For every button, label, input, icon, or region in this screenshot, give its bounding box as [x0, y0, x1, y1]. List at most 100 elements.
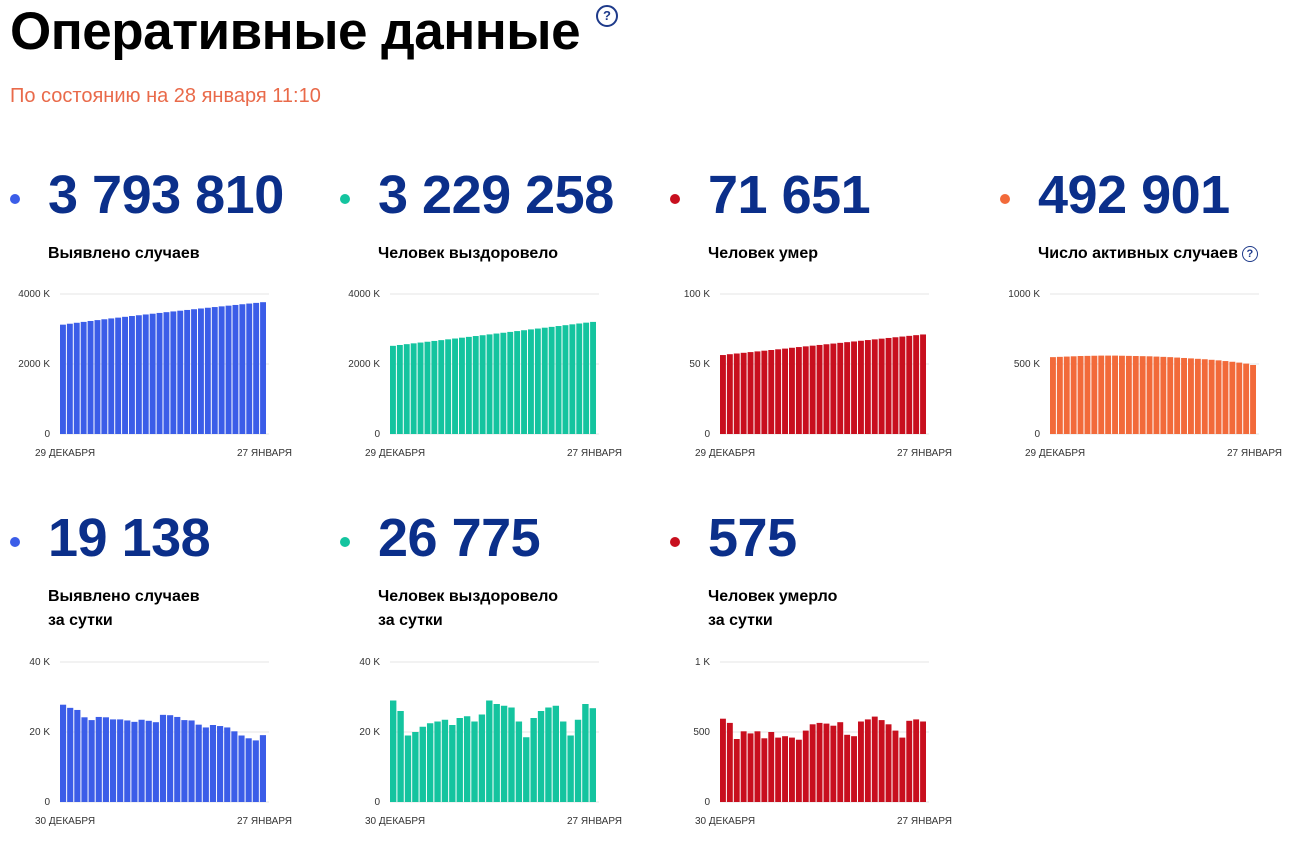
chart-bar[interactable]	[528, 329, 534, 434]
chart-bar[interactable]	[1112, 355, 1118, 434]
chart-bar[interactable]	[555, 326, 562, 434]
chart-bar[interactable]	[545, 707, 552, 803]
chart-bar[interactable]	[761, 738, 768, 802]
chart-bar[interactable]	[452, 338, 458, 434]
chart-bar[interactable]	[782, 736, 788, 802]
help-icon[interactable]: ?	[596, 5, 618, 27]
chart-bar[interactable]	[397, 711, 404, 802]
chart-bar[interactable]	[1174, 357, 1181, 434]
chart-bar[interactable]	[390, 345, 396, 434]
chart-bar[interactable]	[1243, 363, 1250, 434]
chart-bar[interactable]	[844, 342, 851, 434]
chart-bar[interactable]	[816, 722, 823, 802]
chart-bar[interactable]	[145, 720, 152, 802]
chart-bar[interactable]	[851, 736, 857, 802]
chart-bar[interactable]	[851, 341, 857, 434]
chart-bar[interactable]	[149, 313, 156, 434]
chart-bar[interactable]	[892, 337, 899, 434]
chart-bar[interactable]	[94, 320, 101, 434]
chart-bar[interactable]	[789, 737, 795, 802]
chart-bar[interactable]	[1091, 355, 1098, 434]
chart-bar[interactable]	[837, 342, 844, 434]
chart-bar[interactable]	[181, 720, 188, 802]
chart-bar[interactable]	[740, 352, 747, 434]
chart-bar[interactable]	[590, 321, 596, 434]
chart-bar[interactable]	[871, 716, 878, 802]
chart-bar[interactable]	[913, 335, 920, 434]
chart-bar[interactable]	[720, 718, 726, 802]
chart-bar[interactable]	[434, 721, 441, 803]
chart-bar[interactable]	[1056, 356, 1063, 434]
chart-bar[interactable]	[159, 714, 167, 802]
chart-bar[interactable]	[885, 724, 892, 802]
chart-bar[interactable]	[238, 735, 245, 803]
chart-bar[interactable]	[508, 707, 515, 803]
chart-bar[interactable]	[1201, 359, 1208, 434]
chart-bar[interactable]	[537, 711, 545, 802]
chart-bar[interactable]	[449, 725, 456, 802]
chart-bar[interactable]	[747, 352, 754, 434]
chart-bar[interactable]	[115, 317, 122, 435]
chart-bar[interactable]	[60, 704, 67, 802]
chart-bar[interactable]	[412, 732, 419, 802]
chart-bar[interactable]	[878, 338, 885, 434]
chart-bar[interactable]	[163, 312, 170, 434]
chart-bar[interactable]	[582, 704, 589, 802]
chart-bar[interactable]	[1229, 361, 1236, 434]
chart-bar[interactable]	[775, 349, 782, 434]
chart-bar[interactable]	[217, 726, 224, 802]
chart-bar[interactable]	[1215, 360, 1222, 434]
chart-bar[interactable]	[1077, 356, 1084, 434]
chart-bar[interactable]	[472, 336, 479, 434]
chart-bar[interactable]	[541, 327, 548, 434]
chart-bar[interactable]	[87, 320, 94, 434]
chart-bar[interactable]	[142, 314, 149, 434]
chart-bar[interactable]	[124, 720, 131, 802]
chart-bar[interactable]	[892, 730, 899, 802]
chart-bar[interactable]	[1250, 364, 1256, 434]
chart-bar[interactable]	[1160, 356, 1167, 434]
chart-bar[interactable]	[583, 322, 590, 434]
chart-bar[interactable]	[899, 336, 906, 434]
chart-bar[interactable]	[906, 720, 913, 802]
chart-bar[interactable]	[445, 339, 452, 434]
chart-bar[interactable]	[552, 705, 560, 802]
chart-bar[interactable]	[1132, 356, 1139, 434]
chart-bar[interactable]	[871, 339, 878, 434]
chart-bar[interactable]	[131, 721, 138, 802]
chart-bar[interactable]	[135, 315, 142, 434]
chart-bar[interactable]	[410, 343, 417, 434]
chart-bar[interactable]	[465, 336, 472, 435]
chart-bar[interactable]	[81, 717, 88, 802]
chart-bar[interactable]	[417, 342, 424, 434]
chart-bar[interactable]	[740, 731, 747, 802]
chart-bar[interactable]	[795, 347, 802, 434]
chart-bar[interactable]	[500, 705, 508, 802]
chart-bar[interactable]	[514, 331, 521, 434]
chart-bar[interactable]	[562, 325, 569, 434]
chart-bar[interactable]	[1222, 361, 1229, 434]
chart-bar[interactable]	[209, 725, 217, 802]
chart-bar[interactable]	[188, 720, 195, 802]
chart-bar[interactable]	[1063, 356, 1070, 434]
chart-bar[interactable]	[589, 708, 596, 802]
chart-bar[interactable]	[733, 353, 740, 435]
chart-bar[interactable]	[431, 340, 438, 434]
chart-bar[interactable]	[174, 716, 181, 802]
chart-bar[interactable]	[191, 309, 197, 434]
chart-bar[interactable]	[515, 721, 523, 803]
chart-bar[interactable]	[80, 321, 87, 434]
chart-bar[interactable]	[574, 719, 582, 802]
chart-bar[interactable]	[858, 340, 864, 434]
chart-bar[interactable]	[479, 335, 486, 434]
chart-bar[interactable]	[390, 700, 397, 803]
chart-bar[interactable]	[720, 355, 726, 434]
chart-bar[interactable]	[523, 737, 530, 802]
chart-bar[interactable]	[837, 722, 844, 802]
chart-bar[interactable]	[246, 303, 253, 434]
chart-bar[interactable]	[170, 311, 177, 434]
chart-bar[interactable]	[823, 344, 830, 434]
chart-bar[interactable]	[493, 333, 500, 434]
chart-bar[interactable]	[198, 308, 204, 434]
chart-bar[interactable]	[823, 723, 830, 802]
